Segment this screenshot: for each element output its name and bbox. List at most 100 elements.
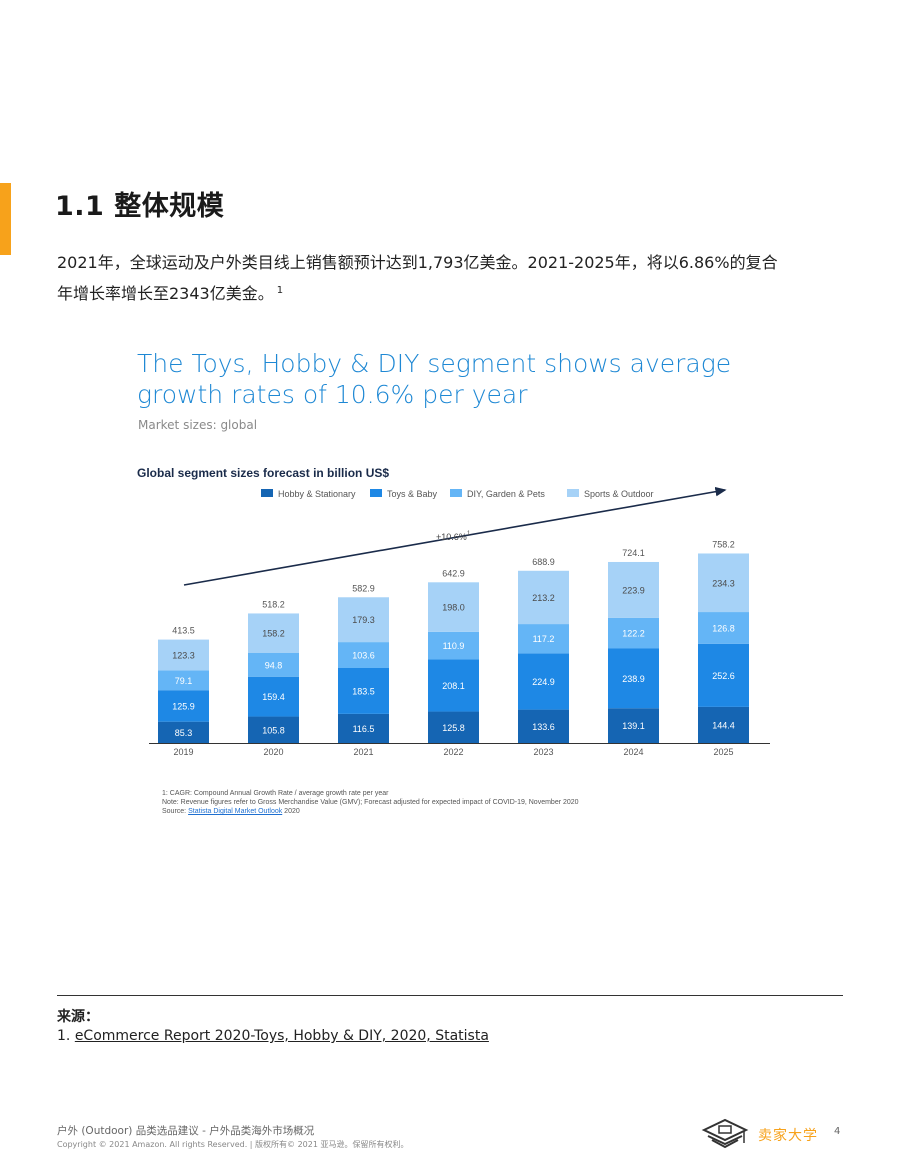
chart-title: Global segment sizes forecast in billion… — [137, 466, 390, 480]
footer-title: 户外 (Outdoor) 品类选品建议 - 户外品类海外市场概况 — [57, 1125, 315, 1137]
x-tick-2022: 2022 — [443, 747, 463, 757]
legend-label-2: DIY, Garden & Pets — [467, 489, 545, 499]
intro-line-1: 2021年，全球运动及户外类目线上销售额预计达到1,793亿美金。2021-20… — [57, 253, 778, 272]
bar-2021-1 — [338, 668, 389, 714]
bar-label-2023-3: 213.2 — [532, 593, 555, 603]
legend-label-3: Sports & Outdoor — [584, 489, 654, 499]
bar-2022-1 — [428, 659, 479, 712]
page-number: 4 — [834, 1126, 841, 1137]
bar-2023-1 — [518, 653, 569, 710]
bar-label-2019-1: 125.9 — [172, 701, 195, 711]
bar-label-2019-0: 85.3 — [175, 728, 193, 738]
bar-2020-3 — [248, 613, 299, 653]
chart-heading: The Toys, Hobby & DIY segment shows aver… — [137, 348, 757, 410]
section-accent-bar — [0, 183, 11, 255]
brand-logo-icon — [701, 1118, 749, 1149]
note-revenue: Note: Revenue figures refer to Gross Mer… — [162, 799, 579, 806]
x-tick-2025: 2025 — [713, 747, 733, 757]
chart-subheading: Market sizes: global — [138, 418, 258, 432]
bar-label-2021-2: 103.6 — [352, 651, 375, 661]
bar-2025-0 — [698, 706, 749, 743]
bar-2021-3 — [338, 597, 389, 643]
legend-swatch-3 — [567, 489, 579, 497]
bar-label-2023-0: 133.6 — [532, 722, 555, 732]
bar-2020-1 — [248, 676, 299, 717]
bar-2024-2 — [608, 617, 659, 649]
note-source-suffix: 2020 — [282, 808, 300, 815]
sources-divider — [57, 995, 843, 996]
bar-2024-3 — [608, 561, 659, 618]
bar-2019-1 — [158, 690, 209, 722]
x-tick-2021: 2021 — [353, 747, 373, 757]
bar-2021-2 — [338, 642, 389, 668]
bar-2020-0 — [248, 716, 299, 743]
bar-2025-3 — [698, 553, 749, 613]
sources-label: 来源： — [57, 1009, 99, 1025]
total-label-2025: 758.2 — [712, 539, 735, 549]
bar-label-2024-3: 223.9 — [622, 585, 645, 595]
bar-label-2022-1: 208.1 — [442, 681, 465, 691]
x-tick-2020: 2020 — [263, 747, 283, 757]
legend-label-1: Toys & Baby — [387, 489, 438, 499]
bar-label-2025-0: 144.4 — [712, 720, 735, 730]
bar-label-2022-3: 198.0 — [442, 603, 465, 613]
intro-line-2: 年增长率增长至2343亿美金。 — [57, 284, 274, 303]
bar-label-2021-3: 179.3 — [352, 615, 375, 625]
legend-swatch-0 — [261, 489, 273, 497]
bar-2023-2 — [518, 624, 569, 654]
bar-2021-0 — [338, 713, 389, 743]
bar-2019-3 — [158, 639, 209, 671]
cagr-trend-arrow — [183, 486, 727, 586]
cagr-annotation-mark: 1 — [467, 531, 471, 537]
bar-label-2020-3: 158.2 — [262, 629, 285, 639]
total-label-2022: 642.9 — [442, 568, 465, 578]
section-title: 1.1 整体规模 — [55, 191, 225, 222]
bar-2024-0 — [608, 708, 659, 743]
intro-paragraph: 2021年，全球运动及户外类目线上销售额预计达到1,793亿美金。2021-20… — [57, 249, 847, 308]
bar-2020-2 — [248, 653, 299, 677]
x-tick-2024: 2024 — [623, 747, 643, 757]
stacked-bar-chart: Hobby & Stationary Toys & Baby DIY, Garden… — [149, 486, 770, 757]
bar-2022-0 — [428, 711, 479, 743]
total-label-2019: 413.5 — [172, 626, 195, 636]
total-label-2020: 518.2 — [262, 599, 285, 609]
footnote-mark: 1 — [276, 285, 284, 296]
bar-label-2025-1: 252.6 — [712, 671, 735, 681]
bar-2024-1 — [608, 648, 659, 709]
bar-2023-3 — [518, 570, 569, 625]
bar-2025-2 — [698, 612, 749, 644]
bar-label-2020-1: 159.4 — [262, 692, 285, 702]
bar-label-2024-1: 238.9 — [622, 674, 645, 684]
bar-label-2025-2: 126.8 — [712, 623, 735, 633]
bar-label-2021-0: 116.5 — [353, 724, 375, 734]
chart-heading-line-1: The Toys, Hobby & DIY segment shows aver… — [137, 349, 732, 378]
x-tick-2019: 2019 — [173, 747, 193, 757]
bar-label-2024-2: 122.2 — [622, 629, 645, 639]
bar-2019-2 — [158, 670, 209, 691]
bar-label-2024-0: 139.1 — [622, 721, 645, 731]
sources-item-link[interactable]: eCommerce Report 2020-Toys, Hobby & DIY,… — [74, 1028, 489, 1044]
bar-label-2022-0: 125.8 — [442, 723, 465, 733]
bar-label-2022-2: 110.9 — [443, 641, 465, 651]
bar-2022-2 — [428, 631, 479, 660]
footer-copyright: Copyright © 2021 Amazon. All rights Rese… — [57, 1140, 409, 1149]
note-source: Source: Statista Digital Market Outlook … — [162, 807, 762, 816]
bar-2022-3 — [428, 582, 479, 632]
x-tick-2023: 2023 — [533, 747, 553, 757]
legend-swatch-1 — [370, 489, 382, 497]
note-source-prefix: Source: — [162, 808, 189, 815]
bar-label-2021-1: 183.5 — [352, 686, 375, 696]
brand-name: 卖家大学 — [758, 1128, 818, 1144]
bar-label-2023-1: 224.9 — [532, 677, 555, 687]
bar-label-2019-3: 123.3 — [172, 651, 195, 661]
bar-label-2020-0: 105.8 — [262, 725, 285, 735]
legend-label-0: Hobby & Stationary — [278, 489, 356, 499]
bar-label-2025-3: 234.3 — [712, 578, 735, 588]
chart-notes: 1: CAGR: Compound Annual Growth Rate / a… — [162, 789, 762, 816]
chart-heading-line-2: growth rates of 10.6% per year — [137, 380, 528, 409]
sources-item-number: 1. — [57, 1028, 75, 1044]
source-link[interactable]: Statista Digital Market Outlook — [188, 808, 283, 815]
sources-item: 1. eCommerce Report 2020-Toys, Hobby & D… — [57, 1028, 489, 1044]
bar-label-2023-2: 117.2 — [533, 634, 555, 644]
bar-label-2020-2: 94.8 — [265, 660, 283, 670]
